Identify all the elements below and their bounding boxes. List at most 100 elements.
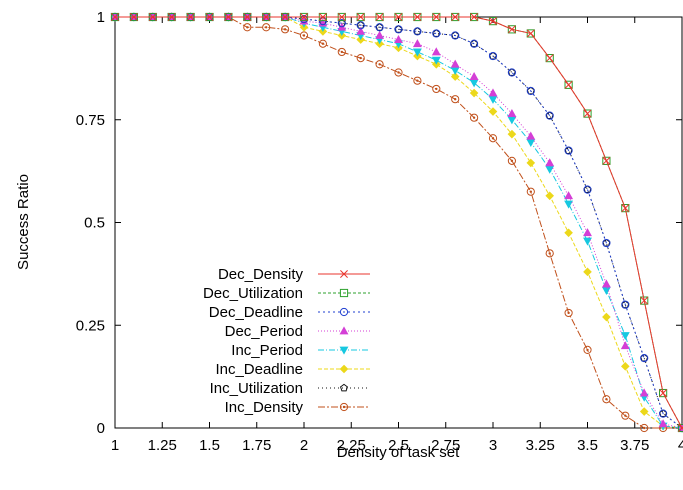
x-tick-label: 2.75 bbox=[431, 437, 460, 454]
data-point bbox=[167, 13, 176, 21]
legend-marker bbox=[339, 288, 349, 298]
y-tick-label: 1 bbox=[97, 9, 105, 26]
data-point bbox=[583, 109, 592, 118]
data-point bbox=[659, 388, 668, 398]
legend-item: Dec_Utilization bbox=[203, 285, 370, 302]
data-point bbox=[545, 158, 555, 167]
data-point bbox=[545, 111, 554, 120]
data-point bbox=[431, 56, 441, 65]
series-dec-density bbox=[111, 13, 683, 432]
data-point bbox=[526, 158, 536, 168]
data-point bbox=[602, 395, 611, 404]
data-point bbox=[526, 138, 536, 147]
data-point bbox=[413, 13, 422, 21]
x-tick-label: 1.5 bbox=[199, 437, 220, 454]
legend-label: Dec_Deadline bbox=[209, 304, 303, 321]
series-line bbox=[115, 16, 683, 429]
data-point bbox=[639, 388, 649, 397]
data-point bbox=[412, 39, 422, 48]
series-line bbox=[115, 16, 683, 429]
data-point bbox=[394, 34, 403, 43]
data-point bbox=[583, 237, 592, 246]
data-point bbox=[413, 76, 422, 85]
data-point bbox=[470, 39, 479, 48]
data-point bbox=[186, 13, 195, 21]
data-point bbox=[432, 13, 441, 21]
data-point bbox=[620, 332, 630, 341]
data-point bbox=[375, 30, 385, 39]
data-point bbox=[318, 39, 327, 48]
data-point bbox=[450, 67, 460, 76]
data-point bbox=[394, 13, 403, 21]
legend-label: Dec_Period bbox=[225, 323, 303, 340]
legend-item: Dec_Density bbox=[218, 266, 370, 283]
data-point bbox=[451, 95, 460, 104]
data-point bbox=[677, 423, 683, 433]
data-point bbox=[620, 341, 630, 350]
x-tick-label: 3.75 bbox=[620, 437, 649, 454]
data-point bbox=[356, 21, 365, 30]
legend-marker bbox=[339, 383, 349, 392]
data-point bbox=[356, 26, 366, 35]
data-point bbox=[469, 88, 479, 98]
y-axis-ticks: 0 0.25 0.5 0.75 1 bbox=[76, 9, 682, 437]
data-point bbox=[262, 13, 271, 21]
y-tick-label: 0.5 bbox=[84, 215, 105, 232]
x-tick-label: 1.75 bbox=[242, 437, 271, 454]
legend-marker bbox=[339, 346, 349, 355]
legend-label: Dec_Density bbox=[218, 266, 304, 283]
data-point bbox=[564, 308, 573, 318]
data-point bbox=[564, 80, 573, 89]
data-point bbox=[375, 23, 384, 32]
data-point bbox=[526, 86, 535, 96]
legend: Dec_Density Dec_Utilization Dec_Deadline De… bbox=[203, 266, 370, 416]
data-point bbox=[545, 165, 555, 174]
data-point bbox=[224, 13, 233, 21]
data-point bbox=[621, 204, 630, 213]
data-point bbox=[488, 107, 498, 116]
data-point bbox=[621, 300, 630, 309]
y-axis-label: Success Ratio bbox=[15, 174, 32, 270]
legend-marker bbox=[339, 326, 349, 335]
x-tick-label: 1 bbox=[111, 437, 119, 454]
data-point bbox=[621, 204, 630, 213]
data-point bbox=[564, 146, 573, 155]
x-axis-label: Density of task set bbox=[337, 444, 460, 461]
data-point bbox=[469, 71, 479, 80]
data-point bbox=[129, 13, 138, 21]
data-point bbox=[507, 156, 516, 165]
data-point bbox=[620, 362, 630, 371]
data-point bbox=[507, 116, 517, 125]
data-point bbox=[677, 423, 683, 432]
x-axis-ticks: 1 1.25 1.5 1.75 2 2.25 2.5 2.75 3 3.25 3.5 3.75 4 bbox=[111, 17, 683, 454]
data-point bbox=[262, 23, 271, 32]
data-point bbox=[583, 267, 592, 277]
data-point bbox=[659, 389, 668, 398]
data-point bbox=[148, 13, 157, 21]
data-point bbox=[488, 134, 498, 143]
data-point bbox=[337, 13, 346, 21]
data-point bbox=[488, 88, 498, 97]
plot-area bbox=[114, 16, 683, 429]
series-line bbox=[115, 16, 683, 429]
x-tick-label: 1.25 bbox=[148, 437, 177, 454]
series-layer bbox=[110, 12, 683, 433]
data-point bbox=[602, 312, 611, 322]
legend-item: Dec_Period bbox=[225, 323, 370, 340]
data-point bbox=[507, 108, 517, 117]
data-point bbox=[489, 17, 497, 26]
data-point bbox=[564, 200, 574, 209]
data-point bbox=[564, 80, 573, 89]
data-point bbox=[659, 409, 668, 418]
data-point bbox=[431, 47, 441, 56]
legend-label: Inc_Utilization bbox=[210, 380, 303, 397]
x-tick-label: 4 bbox=[678, 437, 683, 454]
data-point bbox=[432, 84, 441, 94]
data-point bbox=[413, 27, 422, 36]
data-point bbox=[470, 113, 479, 122]
series-line bbox=[115, 16, 682, 429]
data-point bbox=[470, 13, 479, 21]
x-tick-label: 2.25 bbox=[337, 437, 366, 454]
data-point bbox=[658, 419, 668, 428]
